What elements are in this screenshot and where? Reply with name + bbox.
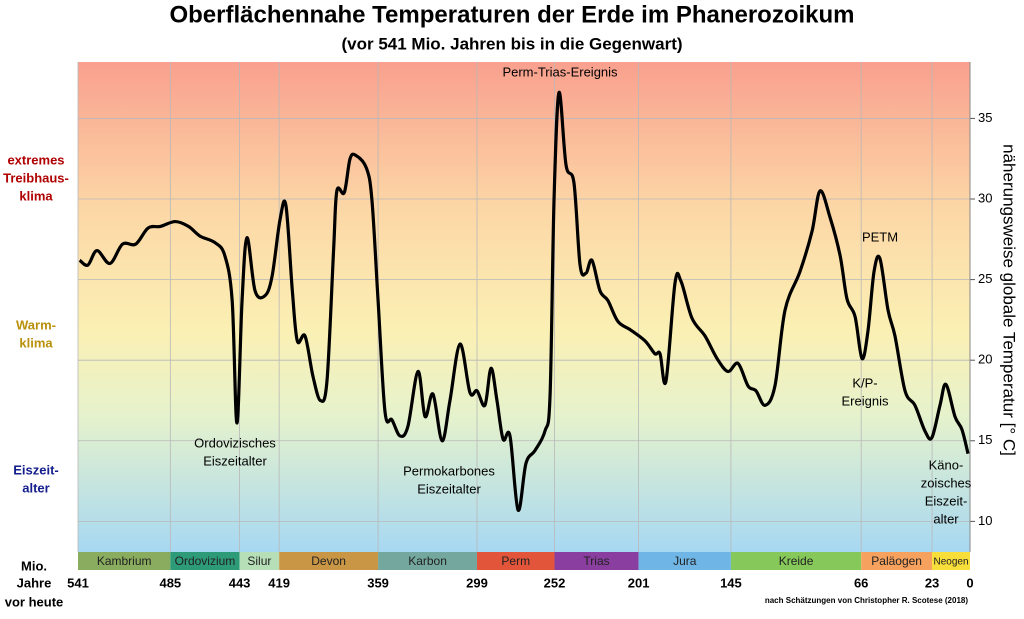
y-axis-label: näherungsweise globale Temperatur [° C] xyxy=(1000,144,1019,456)
period-label: Neogen xyxy=(934,557,969,568)
y-tick-label: 35 xyxy=(978,110,992,125)
x-tick-label: 201 xyxy=(628,575,650,590)
y-tick-label: 25 xyxy=(978,271,992,286)
period-label: Kambrium xyxy=(97,554,152,568)
climate-label: klima xyxy=(19,335,53,350)
annotation: Ereignis xyxy=(842,393,889,408)
period-label: Trias xyxy=(583,554,609,568)
period-band xyxy=(378,552,478,570)
y-tick-label: 10 xyxy=(978,513,992,528)
x-axis-label: vor heute xyxy=(5,594,64,609)
x-tick-label: 66 xyxy=(854,575,868,590)
annotation: Käno- xyxy=(929,457,964,472)
period-band xyxy=(279,552,379,570)
period-band xyxy=(554,552,639,570)
x-tick-label: 443 xyxy=(229,575,251,590)
chart-subtitle: (vor 541 Mio. Jahren bis in die Gegenwar… xyxy=(341,34,682,53)
climate-label: Eiszeit- xyxy=(13,462,59,477)
climate-label: Warm- xyxy=(16,317,56,332)
y-tick-label: 15 xyxy=(978,432,992,447)
x-tick-label: 299 xyxy=(466,575,488,590)
x-axis-label: Jahre xyxy=(17,575,52,590)
period-band xyxy=(170,552,240,570)
annotation: Eiszeitalter xyxy=(417,481,481,496)
temperature-line xyxy=(78,91,970,512)
x-tick-label: 541 xyxy=(67,575,89,590)
period-band xyxy=(730,552,862,570)
period-band xyxy=(78,552,171,570)
climate-label: extremes xyxy=(7,152,64,167)
annotation: alter xyxy=(933,511,959,526)
period-label: Silur xyxy=(247,554,271,568)
x-axis-label: Mio. xyxy=(21,558,47,573)
annotation: Eiszeitalter xyxy=(203,453,267,468)
period-label: Perm xyxy=(501,554,530,568)
annotation: Perm-Trias-Ereignis xyxy=(502,64,618,79)
credit: nach Schätzungen von Christopher R. Scot… xyxy=(765,596,968,605)
period-band xyxy=(861,552,933,570)
x-tick-label: 359 xyxy=(367,575,389,590)
x-tick-label: 145 xyxy=(720,575,742,590)
x-tick-label: 252 xyxy=(544,575,566,590)
period-band xyxy=(932,552,970,570)
period-label: Ordovizium xyxy=(175,554,236,568)
period-label: Paläogen xyxy=(871,554,922,568)
climate-label: Treibhaus- xyxy=(3,170,69,185)
period-label: Jura xyxy=(673,554,697,568)
y-tick-label: 30 xyxy=(978,190,992,205)
period-band xyxy=(477,552,555,570)
period-label: Devon xyxy=(311,554,346,568)
period-band xyxy=(638,552,731,570)
annotation: Ordovizisches xyxy=(194,435,276,450)
annotation: K/P- xyxy=(852,375,877,390)
annotation: zoisches xyxy=(921,475,972,490)
x-tick-label: 23 xyxy=(925,575,939,590)
annotation: Eiszeit- xyxy=(925,493,968,508)
annotation: PETM xyxy=(862,229,898,244)
period-band xyxy=(239,552,280,570)
chart-title: Oberflächennahe Temperaturen der Erde im… xyxy=(169,1,854,28)
x-tick-label: 0 xyxy=(966,575,973,590)
x-tick-label: 419 xyxy=(268,575,290,590)
y-tick-label: 20 xyxy=(978,352,992,367)
period-label: Karbon xyxy=(408,554,447,568)
period-label: Kreide xyxy=(779,554,814,568)
climate-label: klima xyxy=(19,188,53,203)
climate-label: alter xyxy=(22,480,49,495)
annotation: Permokarbones xyxy=(403,463,495,478)
x-tick-label: 485 xyxy=(159,575,181,590)
